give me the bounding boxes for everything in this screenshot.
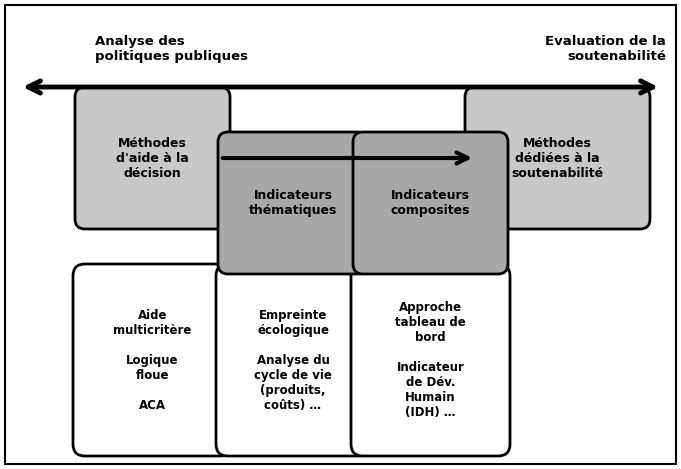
FancyBboxPatch shape: [465, 87, 650, 229]
Text: Indicateurs
composites: Indicateurs composites: [391, 189, 471, 217]
FancyBboxPatch shape: [75, 87, 230, 229]
Text: Approche
tableau de
bord

Indicateur
de Dév.
Humain
(IDH) …: Approche tableau de bord Indicateur de D…: [395, 301, 466, 419]
Text: Analyse des
politiques publiques: Analyse des politiques publiques: [95, 35, 248, 63]
FancyBboxPatch shape: [216, 264, 370, 456]
Text: Méthodes
d'aide à la
décision: Méthodes d'aide à la décision: [116, 136, 189, 180]
Text: Indicateurs
thématiques: Indicateurs thématiques: [249, 189, 337, 217]
FancyBboxPatch shape: [218, 132, 368, 274]
FancyBboxPatch shape: [351, 264, 510, 456]
Text: Aide
multicritère

Logique
floue

ACA: Aide multicritère Logique floue ACA: [113, 309, 191, 411]
FancyBboxPatch shape: [73, 264, 232, 456]
Text: Evaluation de la
soutenabilité: Evaluation de la soutenabilité: [545, 35, 666, 63]
FancyBboxPatch shape: [353, 132, 508, 274]
Text: Méthodes
dédiées à la
soutenabilité: Méthodes dédiées à la soutenabilité: [511, 136, 603, 180]
FancyBboxPatch shape: [5, 5, 676, 464]
Text: Empreinte
écologique

Analyse du
cycle de vie
(produits,
coûts) …: Empreinte écologique Analyse du cycle de…: [254, 309, 332, 411]
